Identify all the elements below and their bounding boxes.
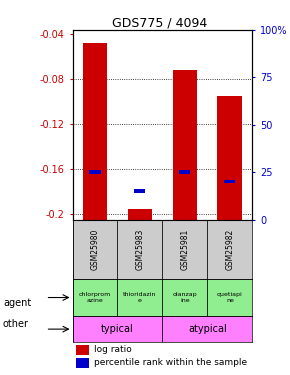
Bar — [72, 220, 117, 279]
Text: olanzap
ine: olanzap ine — [173, 292, 197, 303]
Bar — [162, 279, 207, 316]
Bar — [83, 44, 107, 220]
Bar — [218, 96, 242, 220]
Text: other: other — [3, 320, 29, 329]
Text: atypical: atypical — [188, 324, 227, 334]
Text: thioridazin
e: thioridazin e — [123, 292, 157, 303]
Bar — [76, 345, 89, 355]
Bar — [162, 316, 252, 342]
Bar — [72, 316, 162, 342]
Text: percentile rank within the sample: percentile rank within the sample — [94, 358, 247, 368]
Text: GSM25980: GSM25980 — [90, 228, 99, 270]
Bar — [134, 189, 146, 193]
Bar — [76, 358, 89, 368]
Text: log ratio: log ratio — [94, 345, 132, 354]
Text: typical: typical — [101, 324, 134, 334]
Text: quetiapi
ne: quetiapi ne — [217, 292, 243, 303]
Bar — [179, 171, 191, 174]
Bar — [89, 171, 101, 174]
Text: GSM25981: GSM25981 — [180, 228, 189, 270]
Bar — [128, 210, 152, 220]
Text: agent: agent — [3, 298, 31, 308]
Text: GSM25982: GSM25982 — [225, 228, 234, 270]
Bar — [224, 180, 235, 183]
Text: GDS775 / 4094: GDS775 / 4094 — [112, 17, 207, 30]
Text: GSM25983: GSM25983 — [135, 228, 144, 270]
Bar — [207, 220, 252, 279]
Bar — [117, 279, 162, 316]
Text: chlorprom
azine: chlorprom azine — [79, 292, 111, 303]
Bar — [173, 70, 197, 220]
Bar — [72, 279, 117, 316]
Bar — [162, 220, 207, 279]
Bar — [207, 279, 252, 316]
Bar — [117, 220, 162, 279]
